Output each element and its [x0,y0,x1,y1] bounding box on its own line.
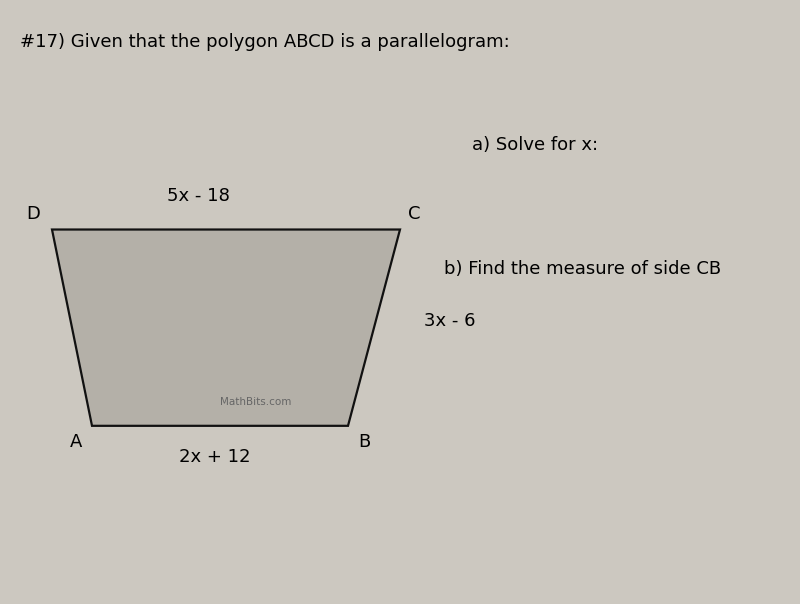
Text: 3x - 6: 3x - 6 [424,312,475,330]
Text: 2x + 12: 2x + 12 [178,448,250,466]
Text: C: C [408,205,421,223]
Text: 5x - 18: 5x - 18 [167,187,230,205]
Text: MathBits.com: MathBits.com [220,397,292,406]
Text: #17) Given that the polygon ABCD is a parallelogram:: #17) Given that the polygon ABCD is a pa… [20,33,510,51]
Text: a) Solve for x:: a) Solve for x: [472,136,598,154]
Polygon shape [52,230,400,426]
Text: B: B [358,433,370,451]
Text: A: A [70,433,82,451]
Text: b) Find the measure of side CB: b) Find the measure of side CB [444,260,721,278]
Text: D: D [26,205,41,223]
